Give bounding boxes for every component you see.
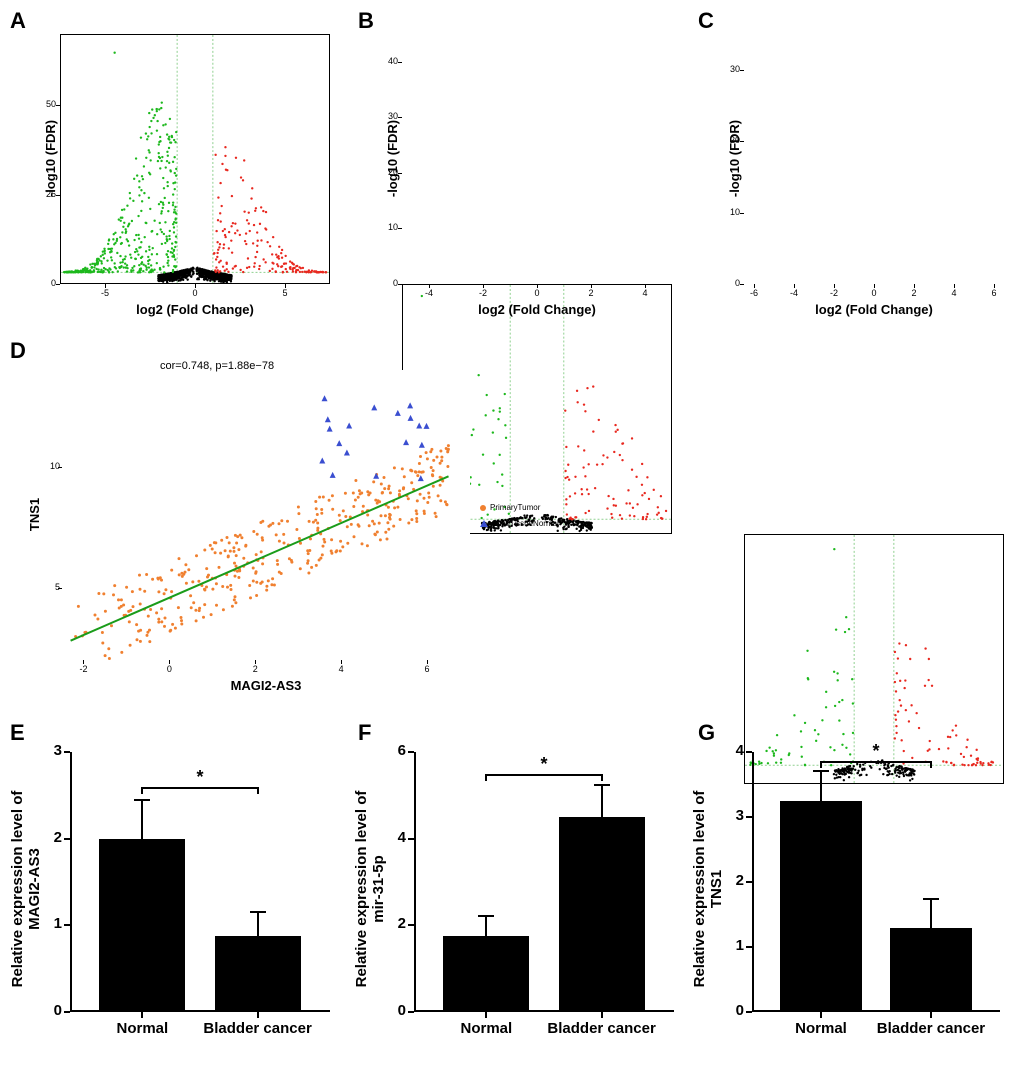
significance-star: * — [190, 767, 210, 788]
correlation-text: cor=0.748, p=1.88e−78 — [160, 360, 274, 372]
y-tick: 0 — [724, 1002, 744, 1019]
panel-label-b: B — [358, 8, 374, 34]
legend-item: SolidTissueNormal — [480, 519, 559, 528]
y-tick: 6 — [386, 742, 406, 759]
bar-chart-g: 01234NormalBladder cancer* — [752, 752, 1000, 1012]
y-tick: 2 — [724, 872, 744, 889]
x-tick: -2 — [824, 288, 844, 298]
x-tick: 0 — [159, 664, 179, 674]
y-tick: 30 — [720, 64, 740, 74]
y-axis-label: -log10 (FDR) — [385, 120, 400, 197]
y-tick: 1 — [724, 937, 744, 954]
x-tick: 2 — [245, 664, 265, 674]
y-tick: 4 — [386, 829, 406, 846]
x-tick: -4 — [419, 288, 439, 298]
x-tick: 2 — [904, 288, 924, 298]
x-tick: 4 — [331, 664, 351, 674]
x-tick-label: Bladder cancer — [198, 1020, 318, 1037]
x-tick: 0 — [864, 288, 884, 298]
y-tick: 10 — [378, 222, 398, 232]
x-tick-label: Bladder cancer — [871, 1020, 991, 1037]
bar-chart-e: 0123NormalBladder cancer* — [70, 752, 330, 1012]
y-tick: 30 — [378, 111, 398, 121]
panel-label-d: D — [10, 338, 26, 364]
legend-item: PrimaryTumor — [480, 503, 540, 512]
y-tick: 10 — [720, 207, 740, 217]
y-tick: 2 — [42, 829, 62, 846]
panel-label-e: E — [10, 720, 25, 746]
volcano-plot-a — [60, 34, 330, 284]
x-tick: -6 — [744, 288, 764, 298]
y-tick: 0 — [386, 1002, 406, 1019]
y-tick: 0 — [42, 1002, 62, 1019]
x-tick: 5 — [275, 288, 295, 298]
scatter-plot-d — [62, 370, 470, 660]
bar — [890, 928, 972, 1013]
y-axis-label: Relative expression level ofTNS1 — [691, 779, 725, 999]
x-tick: -2 — [73, 664, 93, 674]
bar-chart-f: 0246NormalBladder cancer* — [414, 752, 674, 1012]
panel-label-a: A — [10, 8, 26, 34]
panel-label-g: G — [698, 720, 715, 746]
x-tick-label: Normal — [426, 1020, 546, 1037]
bar — [780, 801, 862, 1012]
bar — [99, 839, 185, 1012]
x-axis-label: MAGI2-AS3 — [62, 678, 470, 693]
y-tick: 40 — [378, 56, 398, 66]
y-axis-label: -log10 (FDR) — [727, 120, 742, 197]
significance-star: * — [866, 741, 886, 762]
y-axis-label: Relative expression level ofmir-31-5p — [353, 779, 387, 999]
y-tick: 0 — [720, 278, 740, 288]
x-axis-label: log2 (Fold Change) — [60, 302, 330, 317]
x-axis-label: log2 (Fold Change) — [402, 302, 672, 317]
x-tick: 6 — [984, 288, 1004, 298]
x-tick: 0 — [527, 288, 547, 298]
y-tick: 0 — [378, 278, 398, 288]
x-tick: -5 — [95, 288, 115, 298]
y-tick: 4 — [724, 742, 744, 759]
y-tick: 5 — [40, 582, 60, 592]
y-axis-label: Relative expression level ofMAGI2-AS3 — [9, 779, 43, 999]
x-tick-label: Normal — [761, 1020, 881, 1037]
y-tick: 2 — [386, 915, 406, 932]
y-tick: 20 — [378, 167, 398, 177]
y-tick: 0 — [36, 278, 56, 288]
y-axis-label: -log10 (FDR) — [43, 120, 58, 197]
y-tick: 1 — [42, 915, 62, 932]
y-tick: 20 — [720, 135, 740, 145]
bar — [559, 817, 645, 1012]
x-tick: 4 — [944, 288, 964, 298]
y-tick: 25 — [36, 189, 56, 199]
y-tick: 10 — [40, 461, 60, 471]
panel-label-f: F — [358, 720, 371, 746]
y-axis-label: TNS1 — [27, 498, 42, 531]
significance-star: * — [534, 754, 554, 775]
y-tick: 3 — [724, 807, 744, 824]
y-tick: 50 — [36, 99, 56, 109]
x-axis-label: log2 (Fold Change) — [744, 302, 1004, 317]
x-tick: 6 — [417, 664, 437, 674]
x-tick-label: Normal — [82, 1020, 202, 1037]
x-tick: 2 — [581, 288, 601, 298]
bar — [443, 936, 529, 1012]
panel-label-c: C — [698, 8, 714, 34]
x-tick: -4 — [784, 288, 804, 298]
bar — [215, 936, 301, 1012]
y-tick: 3 — [42, 742, 62, 759]
x-tick: 0 — [185, 288, 205, 298]
x-tick: -2 — [473, 288, 493, 298]
x-tick: 4 — [635, 288, 655, 298]
x-tick-label: Bladder cancer — [542, 1020, 662, 1037]
